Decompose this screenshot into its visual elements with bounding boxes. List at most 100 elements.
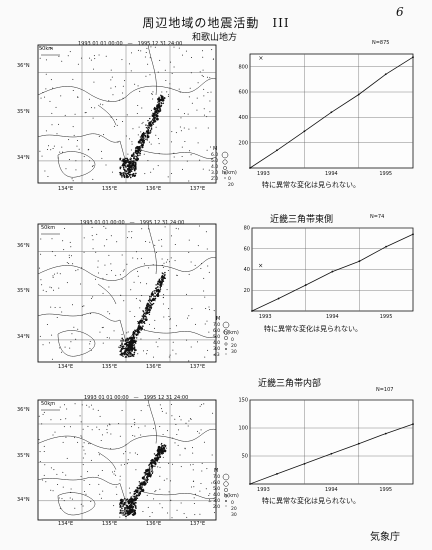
x-tick-label: 1995 [379, 171, 392, 177]
data-point [330, 111, 333, 114]
panel-3-depth-value: 30 [231, 513, 237, 518]
panel-2-depth-value: 20 [231, 344, 237, 349]
panel-2-magnitude-symbols [222, 321, 230, 355]
panel-1-magnitude-symbols [221, 151, 229, 179]
panel-1-region-title: 和歌山地方 [192, 33, 238, 43]
x-tick-label: 1994 [325, 171, 338, 177]
panel-1-lat-label: 36°N [17, 63, 30, 69]
data-point [384, 432, 387, 435]
panel-2-cumulative-chart: 80 60 40 20 1993 1994 1995 × [244, 226, 414, 320]
panel-1-depth-value: 0 [228, 177, 231, 182]
data-point [412, 56, 414, 59]
panel-1-note: 特に異常な変化は見られない。 [262, 181, 360, 189]
panel-2-depth-value: 30 [231, 350, 237, 355]
data-point [412, 233, 414, 236]
panel-2-mag-value: 7.0 [213, 323, 221, 328]
panel-3-mag-value: 7.0 [213, 475, 221, 480]
panel-3-depth-value: 20 [231, 507, 237, 512]
x-tick-label: 1995 [379, 487, 392, 493]
panel-1-lon-label: 137°E [190, 186, 206, 192]
data-point [276, 149, 278, 152]
panel-3-depth-value: 0 [231, 501, 234, 506]
panel-1-mag-legend-title: M [213, 146, 218, 152]
panel-2-epicenter-map [37, 223, 217, 363]
panel-3-lat-label: 35°N [17, 453, 30, 459]
outlier-marker: × [258, 262, 263, 269]
panel-1-mag-value: 6.0 [211, 153, 219, 158]
y-tick-label: 60 [244, 246, 250, 252]
panel-3-region-title: 近畿三角帯内部 [258, 379, 322, 389]
panel-1-lon-label: 134°E [58, 186, 74, 192]
y-tick-label: 40 [244, 267, 250, 273]
panel-1-cumulative-chart: 800 600 400 200 1993 1994 1995 × [238, 53, 414, 177]
panel-1-mag-value: 5.0 [211, 159, 219, 164]
panel-3-mag-value: 6.0 [213, 481, 221, 486]
panel-1-mag-value: 4.0 [211, 165, 219, 170]
panel-3-lat-label: 34°N [17, 497, 30, 503]
panel-2-mag-value: 5.0 [213, 335, 221, 340]
x-tick-label: 1994 [326, 314, 339, 320]
panel-1-count-label: N=875 [372, 40, 390, 46]
panel-2-mag-legend-title: M [216, 316, 221, 322]
panel-3-count-label: N=107 [376, 387, 394, 393]
panel-1-lon-label: 135°E [102, 186, 118, 192]
x-tick-label: 1995 [380, 314, 393, 320]
panel-1-mag-value: 2.0 [211, 177, 219, 182]
data-point [385, 245, 387, 248]
panel-3-lat-label: 36°N [17, 407, 30, 413]
panel-2-count-label: N=74 [370, 214, 385, 220]
panel-2-mag-value: 4.0 [213, 341, 221, 346]
data-point [304, 284, 307, 286]
data-point [412, 423, 414, 425]
panel-3-epicenter-map [37, 399, 217, 521]
x-tick-label: 1994 [325, 487, 338, 493]
y-tick-label: 50 [242, 454, 248, 460]
panel-2-lat-label: 35°N [17, 288, 30, 294]
panel-2-lon-label: 135°E [102, 364, 118, 370]
data-point [277, 297, 280, 300]
x-tick-label: 1993 [259, 314, 272, 320]
data-point [303, 130, 306, 133]
y-tick-label: 400 [238, 115, 248, 121]
panel-3-lon-label: 135°E [102, 521, 118, 527]
y-tick-label: 20 [244, 288, 250, 294]
panel-3-lon-label: 136°E [146, 521, 162, 527]
panel-3-period: 1993 01 01 00:00 — 1995 12 31 24:00 [84, 395, 189, 401]
panel-3-mag-value: 5.0 [213, 487, 221, 492]
y-tick-label: 100 [238, 426, 248, 432]
panel-2-mag-value: 6.0 [213, 329, 221, 334]
y-tick-label: 150 [238, 398, 248, 404]
y-tick-label: 600 [238, 90, 248, 96]
panel-1-depth-value: 20 [228, 183, 234, 188]
panel-3-mag-value: 4.0 [213, 493, 221, 498]
page-number: 6 [396, 5, 404, 19]
panel-3-mag-legend-title: M [214, 468, 219, 474]
panel-2-period: 1993 01 01 00:00 — 1995 12 31 24:00 [80, 220, 185, 226]
panel-2-lat-label: 34°N [17, 334, 30, 340]
panel-2-depth-legend-title: h(km) [224, 330, 239, 336]
panel-1-lon-label: 136°E [146, 186, 162, 192]
panel-2-note: 特に異常な変化は見られない。 [264, 325, 362, 333]
panel-3-scale-label: 50km [41, 401, 56, 407]
data-point [384, 73, 387, 76]
outlier-marker: × [258, 55, 263, 62]
panel-3-depth-legend-title: h(km) [224, 493, 239, 499]
panel-2-lon-label: 137°E [190, 364, 206, 370]
panel-3-lon-label: 137°E [190, 521, 206, 527]
x-tick-label: 1993 [257, 171, 270, 177]
x-tick-label: 1993 [257, 487, 270, 493]
panel-1-period: 1993 01 01 00:00 — 1995 12 31 24:00 [78, 41, 183, 47]
data-point [251, 310, 253, 312]
panel-2-lon-label: 136°E [146, 364, 162, 370]
panel-2-scale-label: 50km [41, 225, 56, 231]
panel-2-lat-label: 36°N [17, 243, 30, 249]
panel-3-cumulative-chart: 150 100 50 1993 1994 1995 [238, 398, 414, 493]
data-point [303, 462, 306, 465]
panel-2-depth-value: 0 [231, 338, 234, 343]
panel-2-mag-value: ≤3 [213, 353, 220, 358]
y-tick-label: 800 [238, 64, 248, 70]
data-point [357, 93, 360, 96]
panel-3-mag-value: 3.0 [213, 499, 221, 504]
data-point [249, 167, 251, 169]
data-point [276, 473, 278, 475]
